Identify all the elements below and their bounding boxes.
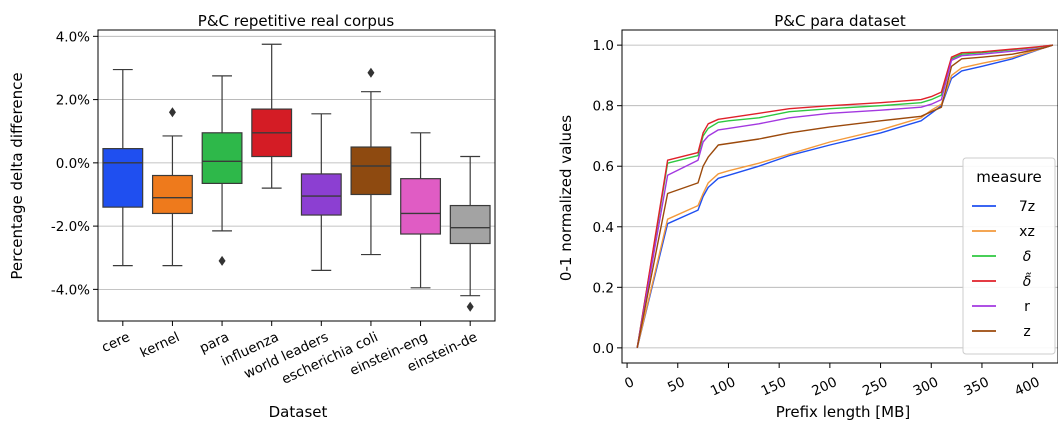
legend-label: δ	[1023, 249, 1032, 265]
outlier-point	[466, 301, 474, 312]
line-x-tick-label: 400	[1012, 374, 1042, 399]
box-y-tick-label: 4.0%	[56, 29, 90, 45]
legend-label: r	[1024, 299, 1030, 315]
box-chart-gridlines	[98, 35, 495, 290]
line-y-tick-label: 0.8	[593, 99, 614, 115]
line-x-tick-label: 50	[665, 374, 687, 396]
line-chart-y-axis-label: 0-1 normalized values	[557, 115, 575, 281]
box-para	[201, 75, 243, 266]
legend-label: z	[1023, 324, 1030, 340]
box-y-tick-label: -4.0%	[51, 282, 90, 298]
box-influenza	[251, 43, 293, 189]
line-x-tick-label: 100	[708, 374, 738, 399]
outlier-point	[218, 255, 226, 266]
line-x-tick-label: 300	[911, 374, 941, 399]
box-x-tick-label: cere	[99, 329, 132, 356]
box-einstein-de	[449, 155, 491, 312]
series-line-5	[636, 44, 1054, 349]
line-chart-series-lines	[636, 44, 1054, 349]
legend-items: 7z xz δ δ̃ rz	[972, 199, 1035, 340]
box-chart-plot-frame	[97, 29, 496, 322]
box-y-tick-label: -2.0%	[51, 219, 90, 235]
line-y-tick-label: 1.0	[593, 38, 614, 54]
box-chart-x-axis-label: Dataset	[269, 403, 328, 421]
box-chart-title: P&C repetitive real corpus	[198, 12, 395, 30]
box-chart-y-ticks: -4.0% -2.0% 0.0% 2.0% 4.0%	[51, 29, 98, 298]
line-y-tick-label: 0.6	[593, 159, 614, 175]
legend-label: δ̃	[1023, 272, 1032, 290]
line-x-tick-label: 150	[759, 374, 789, 399]
box-body	[350, 146, 392, 196]
box-cere	[102, 68, 144, 267]
line-chart-x-axis-label: Prefix length [MB]	[776, 403, 910, 421]
legend-label: xz	[1019, 224, 1035, 240]
box-body	[151, 174, 193, 215]
outlier-point	[168, 107, 176, 118]
line-x-tick-label: 0	[622, 374, 637, 392]
box-kernel	[151, 107, 193, 267]
series-line-4	[636, 44, 1054, 349]
box-body	[449, 204, 491, 245]
box-y-tick-label: 0.0%	[56, 156, 90, 172]
series-line-0	[636, 44, 1054, 349]
line-x-tick-label: 250	[860, 374, 890, 399]
series-line-2	[636, 44, 1054, 349]
line-chart: P&C para dataset 0.0 0.2 0.4 0.6 0.8 1.0 0 50 1…	[557, 12, 1058, 421]
box-body	[400, 178, 442, 235]
line-chart-y-ticks: 0.0 0.2 0.4 0.6 0.8 1.0	[593, 38, 622, 357]
line-x-tick-label: 350	[962, 374, 992, 399]
line-chart-x-ticks: 0 50 100 150 200 250 300 350 400	[622, 363, 1042, 400]
box-x-tick-label: kernel	[138, 329, 182, 361]
line-chart-title: P&C para dataset	[774, 12, 906, 30]
line-chart-plot-frame	[621, 29, 1058, 364]
series-line-1	[636, 44, 1054, 349]
legend-title: measure	[976, 168, 1041, 186]
box-chart-y-axis-label: Percentage delta difference	[8, 72, 26, 279]
line-y-tick-label: 0.4	[593, 220, 614, 236]
box-y-tick-label: 2.0%	[56, 93, 90, 109]
box-einstein-eng	[400, 132, 442, 289]
line-y-tick-label: 0.2	[593, 280, 614, 296]
box-chart-boxes	[102, 43, 491, 312]
line-chart-legend: measure 7z xz δ δ̃ rz	[962, 157, 1056, 355]
box-body	[102, 148, 144, 208]
box-body	[201, 132, 243, 185]
legend-label: 7z	[1019, 199, 1035, 215]
series-line-3	[636, 44, 1053, 349]
box-escherichia-coli	[350, 67, 392, 256]
line-x-tick-label: 200	[809, 374, 839, 399]
outlier-point	[367, 67, 375, 78]
line-y-tick-label: 0.0	[593, 341, 614, 357]
legend-frame	[962, 157, 1056, 355]
box-body	[300, 173, 342, 216]
box-plot-chart: P&C repetitive real corpus -4.0% -2.0% 0.0…	[8, 12, 496, 421]
box-world-leaders	[300, 113, 342, 271]
